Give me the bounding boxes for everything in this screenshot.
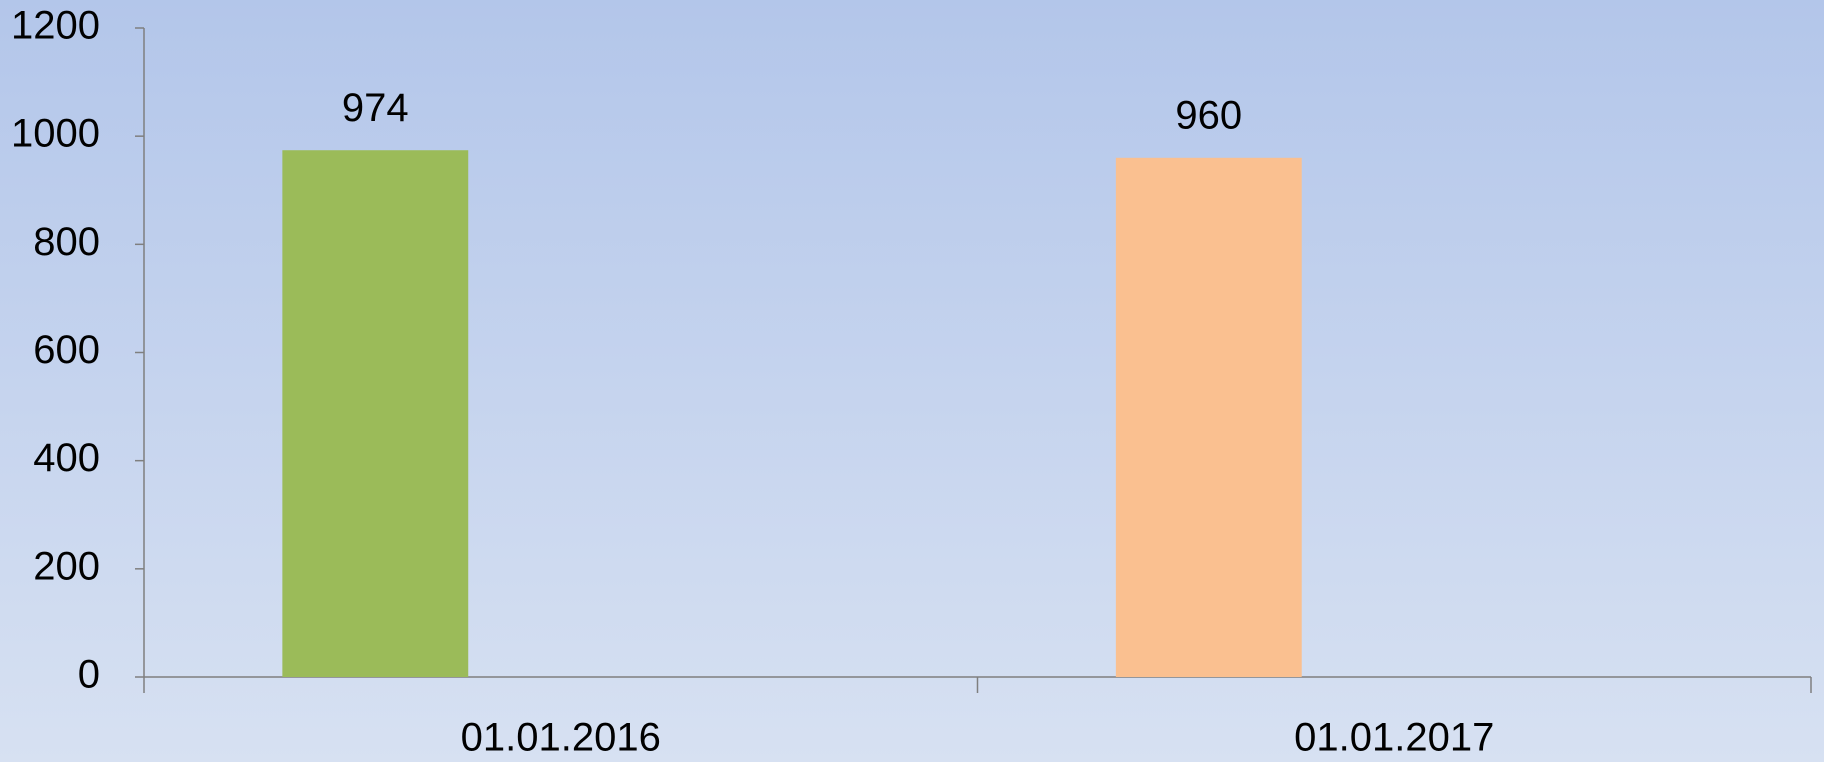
bar [282, 150, 469, 677]
y-tick-label: 600 [33, 328, 100, 372]
y-tick-label: 800 [33, 220, 100, 264]
x-tick-label: 01.01.2017 [1294, 716, 1494, 760]
bar [1115, 157, 1302, 678]
y-tick-label: 200 [33, 544, 100, 588]
y-tick-label: 1000 [11, 112, 100, 156]
data-label: 974 [342, 86, 409, 130]
y-tick-label: 400 [33, 436, 100, 480]
data-label: 960 [1175, 93, 1242, 137]
y-tick-label: 0 [78, 653, 100, 697]
y-tick-label: 1200 [11, 4, 100, 48]
x-tick-label: 01.01.2016 [461, 716, 661, 760]
